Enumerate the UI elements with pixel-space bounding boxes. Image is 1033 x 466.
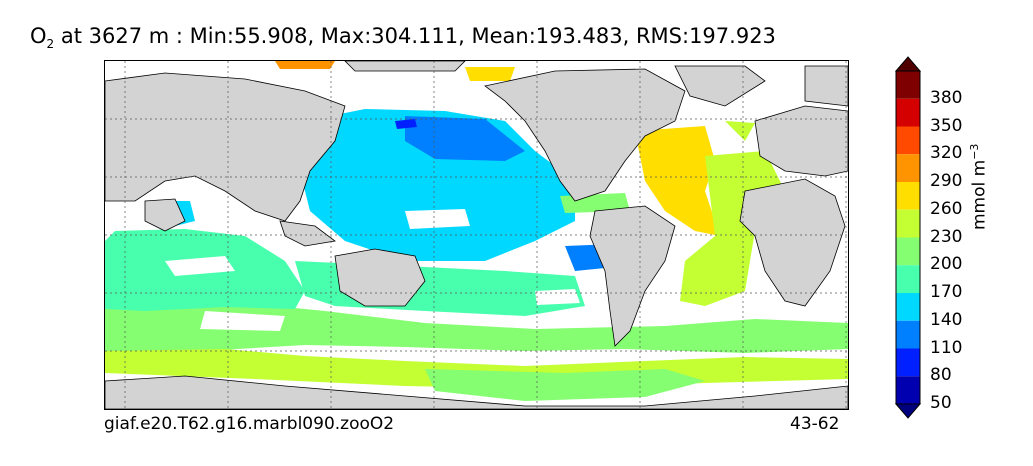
units-main: mmol m <box>969 159 990 230</box>
colorbar-segment <box>896 98 920 127</box>
colorbar-tick-label: 80 <box>930 365 952 386</box>
colorbar-segment <box>896 376 920 404</box>
colorbar-over-extension <box>894 56 922 72</box>
map-canvas <box>105 61 848 409</box>
ocean-map <box>104 60 849 410</box>
colorbar-segment <box>896 237 920 266</box>
colorbar-tick-label: 380 <box>930 87 963 108</box>
colorbar-tick-label: 110 <box>930 337 963 358</box>
colorbar-tick-label: 170 <box>930 282 963 302</box>
title-species: O <box>30 24 47 48</box>
graticule <box>105 61 848 409</box>
title-stats: at 3627 m : Min:55.908, Max:304.111, Mea… <box>54 24 776 48</box>
title-species-subscript: 2 <box>46 37 55 52</box>
colorbar-segment <box>896 348 920 377</box>
colorbar-tick-label: 200 <box>930 254 963 275</box>
colorbar-segment <box>896 71 920 99</box>
colorbar-tick-label: 140 <box>930 309 963 330</box>
colorbar <box>894 56 922 419</box>
plot-title: O2 at 3627 m : Min:55.908, Max:304.111, … <box>30 24 776 51</box>
colorbar-tick-label: 50 <box>930 393 952 413</box>
colorbar-tick-label: 230 <box>930 226 963 247</box>
colorbar-under-extension <box>894 403 922 419</box>
colorbar-segment <box>896 293 920 321</box>
colorbar-segment <box>896 320 920 349</box>
units-exponent: −3 <box>968 143 981 160</box>
colorbar-tick-label: 260 <box>930 198 963 219</box>
colorbar-segment <box>896 265 920 293</box>
colorbar-segment <box>896 154 920 182</box>
colorbar-tick-label: 290 <box>930 171 963 191</box>
case-name: giaf.e20.T62.g16.marbl090.zooO2 <box>104 414 395 434</box>
colorbar-tick-label: 350 <box>930 115 963 136</box>
colorbar-units: mmol m−3 <box>968 144 990 230</box>
colorbar-segment <box>896 126 920 155</box>
year-range: 43-62 <box>790 414 840 434</box>
colorbar-tick-label: 320 <box>930 143 963 164</box>
colorbar-segment <box>896 182 920 210</box>
colorbar-segment <box>896 209 920 238</box>
land-masses <box>105 61 848 409</box>
